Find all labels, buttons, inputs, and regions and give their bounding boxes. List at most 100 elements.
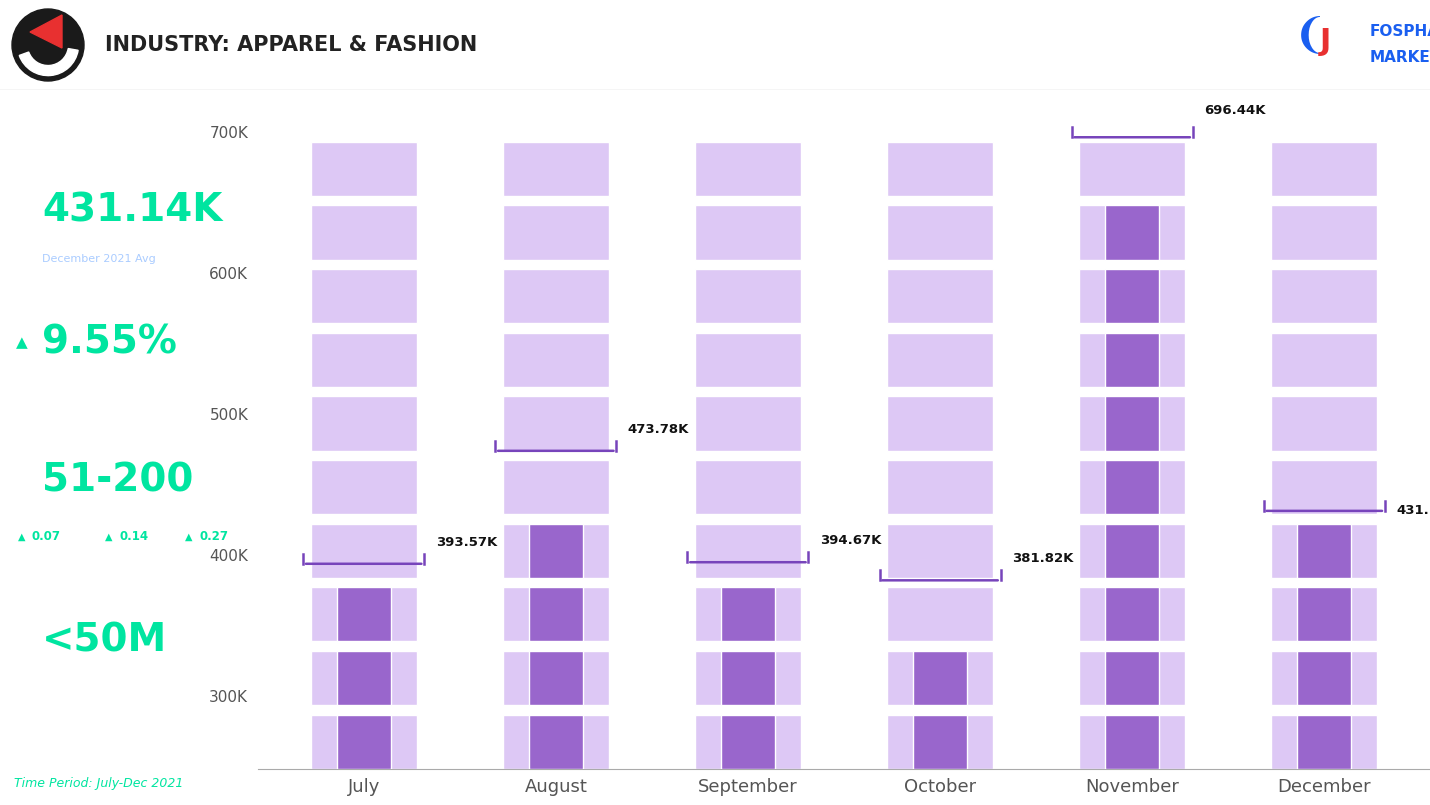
Text: 431.14K: 431.14K <box>1396 505 1430 518</box>
Text: MARKETING: MARKETING <box>1370 51 1430 65</box>
Bar <box>1105 396 1160 451</box>
Bar <box>1080 524 1185 578</box>
Wedge shape <box>19 48 79 76</box>
Bar <box>1105 524 1160 578</box>
Text: J: J <box>1320 27 1331 56</box>
Bar <box>1271 588 1377 642</box>
Bar <box>529 524 582 578</box>
Bar <box>1297 651 1351 705</box>
Bar <box>310 332 416 387</box>
Text: INDUSTRY: APPAREL & FASHION: INDUSTRY: APPAREL & FASHION <box>104 35 478 55</box>
Text: Revenue: Revenue <box>41 664 113 679</box>
Text: Traffic Growth Rate: Traffic Growth Rate <box>41 368 203 382</box>
Bar <box>503 651 609 705</box>
Bar <box>887 460 992 514</box>
Bar <box>503 142 609 196</box>
Bar <box>310 269 416 323</box>
Bar <box>1271 269 1377 323</box>
Bar <box>337 715 390 769</box>
Bar <box>503 524 609 578</box>
Bar <box>1271 332 1377 387</box>
Bar <box>310 142 416 196</box>
Bar <box>695 588 801 642</box>
Bar <box>529 715 582 769</box>
Bar <box>1105 651 1160 705</box>
Text: 696.44K: 696.44K <box>1204 104 1266 117</box>
Bar <box>1105 588 1160 642</box>
Bar <box>695 142 801 196</box>
Bar <box>887 205 992 259</box>
Bar <box>503 205 609 259</box>
Bar <box>337 651 390 705</box>
Bar <box>1297 588 1351 642</box>
Text: ❨: ❨ <box>1293 14 1327 56</box>
Text: 473.78K: 473.78K <box>628 423 689 436</box>
Bar <box>310 715 416 769</box>
Text: 1y Growth: 1y Growth <box>107 548 157 558</box>
Bar <box>1080 651 1185 705</box>
Bar <box>529 588 582 642</box>
Bar <box>1080 332 1185 387</box>
Text: 🔍: 🔍 <box>17 201 27 219</box>
Bar <box>721 588 775 642</box>
Bar <box>1080 396 1185 451</box>
Text: 2y Growth: 2y Growth <box>187 548 237 558</box>
Text: ▲: ▲ <box>19 532 26 542</box>
Bar <box>887 142 992 196</box>
Text: 381.82K: 381.82K <box>1012 552 1074 565</box>
Bar <box>695 332 801 387</box>
Bar <box>1297 524 1351 578</box>
Bar <box>1105 332 1160 387</box>
Text: 394.67K: 394.67K <box>819 534 881 547</box>
Bar <box>310 205 416 259</box>
Text: December 2021 Avg: December 2021 Avg <box>41 254 156 264</box>
Bar <box>887 524 992 578</box>
Bar <box>310 588 416 642</box>
Bar <box>310 651 416 705</box>
Bar <box>695 715 801 769</box>
Text: FOSPHA: FOSPHA <box>1370 24 1430 39</box>
Bar <box>695 269 801 323</box>
Bar <box>695 651 801 705</box>
Text: 393.57K: 393.57K <box>436 535 498 548</box>
Bar <box>1271 142 1377 196</box>
Bar <box>503 396 609 451</box>
Bar <box>887 715 992 769</box>
Bar <box>887 269 992 323</box>
Text: 0.07: 0.07 <box>31 530 61 543</box>
Bar <box>1105 269 1160 323</box>
Bar <box>1105 715 1160 769</box>
Bar <box>1105 205 1160 259</box>
Bar <box>310 460 416 514</box>
Bar <box>695 205 801 259</box>
Bar <box>914 651 967 705</box>
Bar <box>1271 715 1377 769</box>
Bar <box>1080 588 1185 642</box>
Bar <box>503 715 609 769</box>
Text: <50M: <50M <box>41 621 167 659</box>
Text: Daily Website Traffic: Daily Website Traffic <box>41 236 213 250</box>
Text: 0.27: 0.27 <box>199 530 227 543</box>
Bar <box>1297 715 1351 769</box>
Bar <box>1271 651 1377 705</box>
Bar <box>503 588 609 642</box>
Bar <box>695 460 801 514</box>
Bar <box>887 651 992 705</box>
Bar <box>1080 205 1185 259</box>
Text: Company Size: Company Size <box>41 505 157 519</box>
Text: 0.14: 0.14 <box>119 530 149 543</box>
Bar <box>1271 460 1377 514</box>
Bar <box>337 588 390 642</box>
Bar <box>1105 460 1160 514</box>
Bar <box>721 715 775 769</box>
Bar <box>887 332 992 387</box>
Bar <box>1080 142 1185 196</box>
Polygon shape <box>30 15 61 48</box>
Text: 👤: 👤 <box>11 470 24 489</box>
Bar <box>1271 524 1377 578</box>
Text: 6m Growth: 6m Growth <box>20 548 74 558</box>
Bar <box>503 269 609 323</box>
Text: Time Period: July-Dec 2021: Time Period: July-Dec 2021 <box>14 777 183 790</box>
Text: ▲: ▲ <box>104 532 113 542</box>
Text: 431.14K: 431.14K <box>41 191 223 229</box>
